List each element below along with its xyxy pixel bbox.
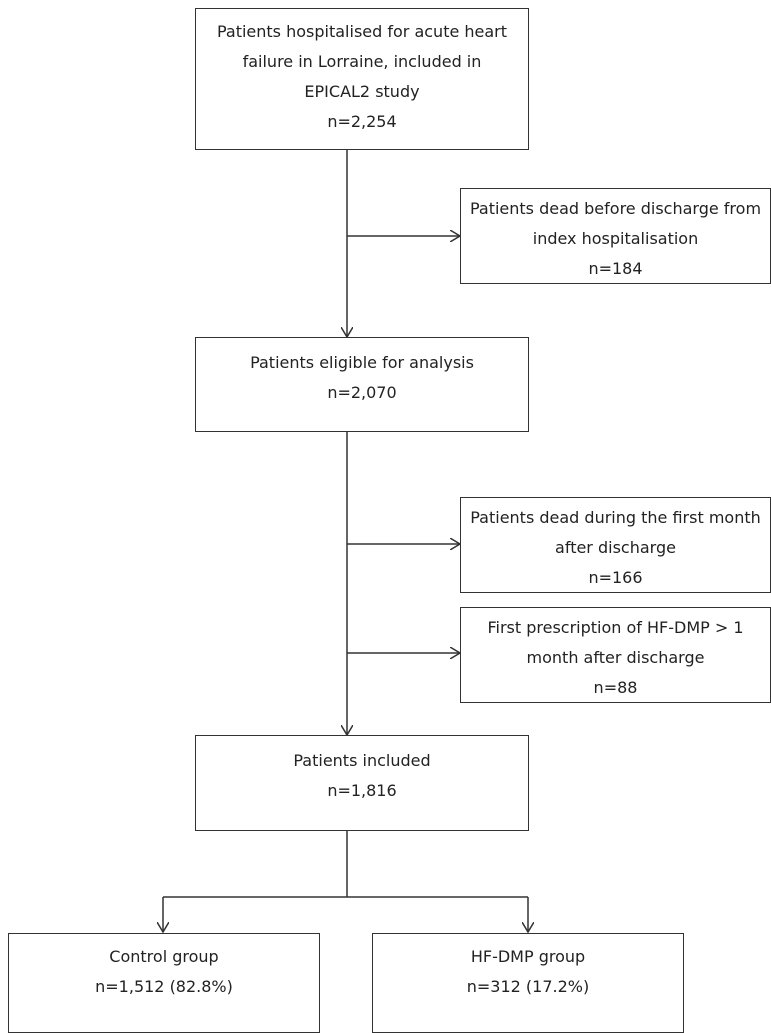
box-text-line: Control group [109, 947, 219, 966]
box-text-line: Patients included [293, 751, 431, 770]
box-count: n=2,254 [327, 112, 397, 131]
box-text-line: EPICAL2 study [304, 82, 420, 101]
box-text-line: month after discharge [526, 648, 705, 667]
box-patients-included: Patients included n=1,816 [195, 735, 529, 831]
box-count: n=166 [588, 568, 643, 587]
box-text-line: Patients dead before discharge from [469, 199, 762, 218]
box-excluded-death-first-month: Patients dead during the first month aft… [460, 497, 771, 593]
box-count: n=2,070 [327, 383, 397, 402]
box-count: n=1,816 [327, 781, 397, 800]
box-text-line: Patients hospitalised for acute heart [216, 22, 508, 41]
box-excluded-death-before-discharge: Patients dead before discharge from inde… [460, 188, 771, 284]
box-text-line: after discharge [555, 538, 676, 557]
box-excluded-late-prescription: First prescription of HF-DMP > 1 month a… [460, 607, 771, 703]
box-count: n=88 [593, 678, 638, 697]
box-control-group: Control group n=1,512 (82.8%) [8, 933, 320, 1033]
box-count: n=312 (17.2%) [466, 977, 590, 996]
box-text-line: index hospitalisation [532, 229, 699, 248]
box-count: n=184 [588, 259, 643, 278]
box-text-line: Patients dead during the first month [470, 508, 761, 527]
box-count: n=1,512 (82.8%) [95, 977, 233, 996]
box-text-line: failure in Lorraine, included in [242, 52, 482, 71]
box-text-line: First prescription of HF-DMP > 1 [487, 618, 744, 637]
box-hfdmp-group: HF-DMP group n=312 (17.2%) [372, 933, 684, 1033]
box-hospitalised-patients: Patients hospitalised for acute heart fa… [195, 8, 529, 150]
box-text-line: Patients eligible for analysis [250, 353, 474, 372]
box-eligible-for-analysis: Patients eligible for analysis n=2,070 [195, 337, 529, 432]
box-text-line: HF-DMP group [470, 947, 586, 966]
